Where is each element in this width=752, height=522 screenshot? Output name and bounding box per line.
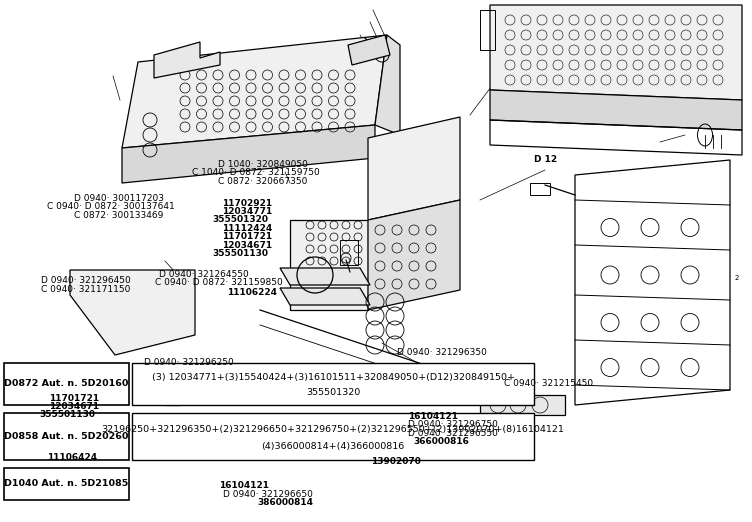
Text: D 0940· 321296450: D 0940· 321296450 [41,276,131,286]
Text: D 0940· 321296650: D 0940· 321296650 [223,490,313,499]
Polygon shape [280,288,370,305]
Text: D 0940· 321296350: D 0940· 321296350 [397,348,487,357]
Text: 11106224: 11106224 [227,288,277,298]
Polygon shape [280,268,370,285]
Text: 11112424: 11112424 [222,223,272,233]
Text: 16104121: 16104121 [219,481,268,490]
Text: C 0872· 320667350: C 0872· 320667350 [218,176,308,186]
Text: D 1040· 320849050: D 1040· 320849050 [218,160,308,169]
Text: 32196250+321296350+(2)321296650+321296750+(2)321296550+(2)13902070+(8)16104121: 32196250+321296350+(2)321296650+32129675… [102,425,565,434]
Text: 12034671: 12034671 [49,402,99,411]
Text: 16104121: 16104121 [408,412,458,421]
Text: D0858 Aut. n. 5D20260: D0858 Aut. n. 5D20260 [5,432,129,441]
Polygon shape [375,35,400,135]
Text: 12034771: 12034771 [222,207,272,216]
Polygon shape [122,35,387,148]
Text: 355501320: 355501320 [213,215,268,224]
Text: 355501320: 355501320 [306,388,360,397]
Text: 11701721: 11701721 [49,394,99,403]
Text: D0872 Aut. n. 5D20160: D0872 Aut. n. 5D20160 [5,379,129,388]
Text: 12034671: 12034671 [222,241,272,250]
Bar [4,413,129,460]
Text: C 0872· 300133469: C 0872· 300133469 [74,210,164,220]
Text: (3) 12034771+(3)15540424+(3)16101511+320849050+(D12)320849150+: (3) 12034771+(3)15540424+(3)16101511+320… [151,373,514,382]
Text: 11702921: 11702921 [222,198,272,208]
Bar [340,240,358,265]
Text: D1040 Aut. n. 5D21085: D1040 Aut. n. 5D21085 [5,480,129,489]
Polygon shape [348,35,390,65]
Polygon shape [290,220,368,310]
Text: D 0940· 321296250: D 0940· 321296250 [144,358,234,367]
Text: D 0940· 321296550: D 0940· 321296550 [408,429,499,438]
Polygon shape [490,90,742,130]
Text: 13902070: 13902070 [371,457,420,466]
Polygon shape [154,42,220,78]
Text: 355501130: 355501130 [213,249,268,258]
Bar [530,183,550,195]
Text: D 12: D 12 [534,155,557,164]
Text: C 0940· 321171150: C 0940· 321171150 [41,284,131,294]
Polygon shape [122,125,375,183]
Text: D 0940· 321296750: D 0940· 321296750 [408,420,499,430]
Text: C 0940· 321215450: C 0940· 321215450 [504,379,593,388]
Text: C 0940· D 0872· 321159850: C 0940· D 0872· 321159850 [155,278,283,288]
Text: 366000816: 366000816 [414,437,469,446]
Text: D 0940· 300117203: D 0940· 300117203 [74,194,165,203]
Text: 11701721: 11701721 [222,232,272,242]
Text: D 0940· 321264550: D 0940· 321264550 [159,270,249,279]
Polygon shape [368,200,460,310]
Bar [480,10,495,50]
Polygon shape [70,270,195,355]
Text: (4)366000814+(4)366000816: (4)366000814+(4)366000816 [262,442,405,452]
Bar [4,363,129,405]
Polygon shape [368,117,460,220]
Polygon shape [480,395,565,415]
Text: C 0940· D 0872· 300137641: C 0940· D 0872· 300137641 [47,202,174,211]
Text: 386000814: 386000814 [257,498,313,507]
Text: 11106424: 11106424 [47,453,97,462]
Polygon shape [490,5,742,100]
Bar [132,413,534,460]
Text: C 1040· D 0872· 321159750: C 1040· D 0872· 321159750 [192,168,320,177]
Bar [132,363,534,405]
Bar [4,468,129,500]
Text: 355501130: 355501130 [39,410,95,420]
Text: 2: 2 [735,275,739,281]
